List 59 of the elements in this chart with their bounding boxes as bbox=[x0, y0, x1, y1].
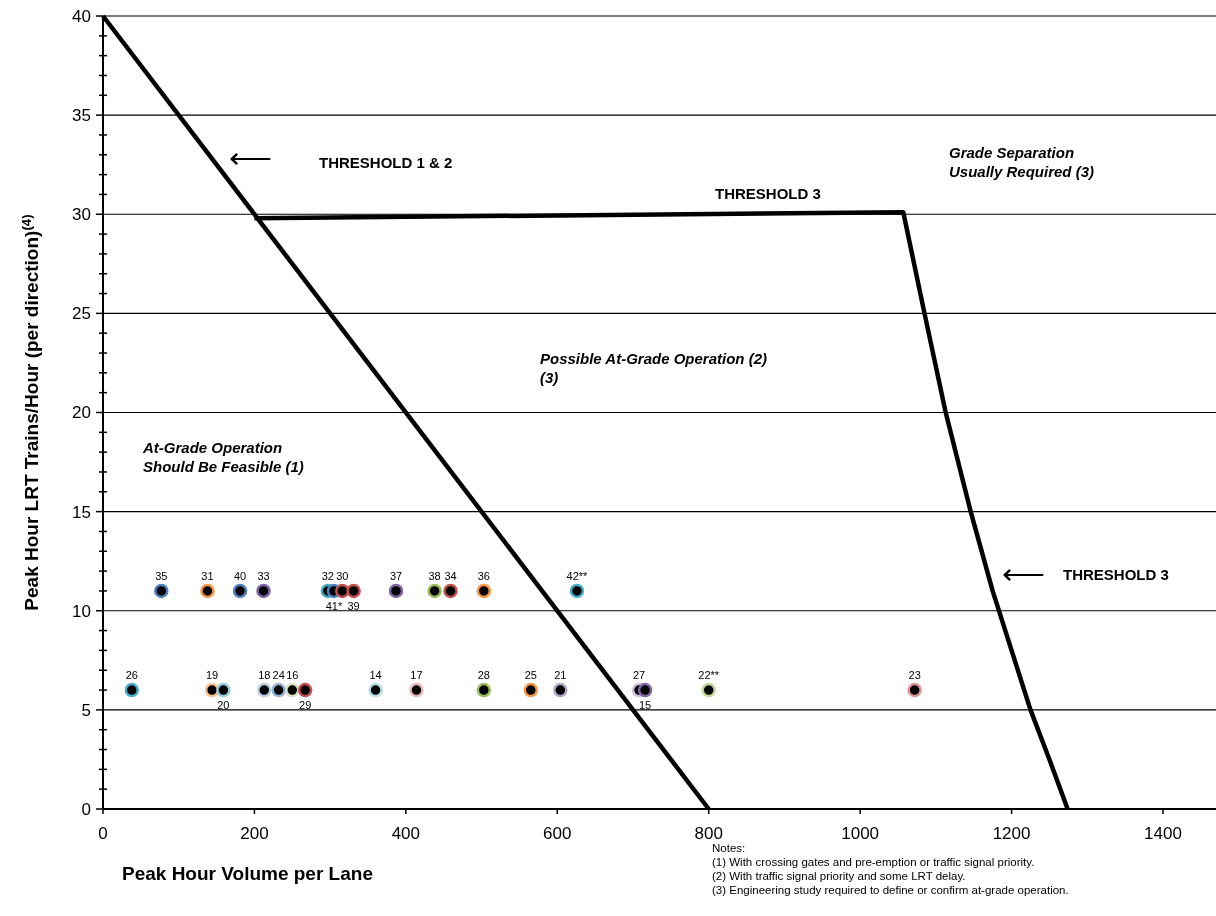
x-tick-label: 1400 bbox=[1144, 824, 1182, 843]
annotation: 29 bbox=[299, 699, 312, 712]
y-tick-label: 25 bbox=[72, 304, 91, 324]
x-tick-label: 1200 bbox=[992, 824, 1031, 843]
annotation: 18 bbox=[258, 669, 271, 682]
annotation: ⟵ bbox=[228, 140, 272, 174]
annotation: Possible At-Grade Operation (2) (3) bbox=[540, 350, 767, 386]
y-tick-label: 10 bbox=[72, 601, 91, 621]
annotation: THRESHOLD 3 bbox=[715, 185, 821, 203]
y-tick-label: 5 bbox=[81, 700, 91, 720]
annotation: 22** bbox=[698, 669, 720, 682]
annotation: 31 bbox=[201, 569, 214, 582]
text: (3) Engineering study required to define or confirm at-grade operation. bbox=[712, 884, 1069, 897]
annotation: 39 bbox=[347, 599, 360, 612]
annotation: 33 bbox=[257, 569, 270, 582]
annotation: 34 bbox=[444, 569, 457, 582]
text: (1) With crossing gates and pre-emption or traffic signal priority. bbox=[712, 856, 1035, 869]
x-tick-label: 1000 bbox=[841, 824, 880, 843]
y-tick-label: 30 bbox=[72, 205, 91, 225]
annotation: 40 bbox=[233, 569, 247, 582]
annotation: 16 bbox=[286, 669, 299, 682]
y-tick-label: 35 bbox=[72, 106, 91, 126]
annotation: 26 bbox=[125, 669, 138, 682]
annotation: 14 bbox=[369, 669, 382, 682]
annotation: At-Grade Operation Should Be Feasible (1) bbox=[142, 439, 304, 475]
annotation: 15 bbox=[638, 699, 652, 712]
x-tick-label: 0 bbox=[98, 824, 108, 843]
annotation: 20 bbox=[217, 699, 230, 712]
annotation: 36 bbox=[477, 569, 490, 582]
text: (2) With traffic signal priority and some LRT delay. bbox=[712, 870, 966, 883]
annotation: THRESHOLD 1 & 2 bbox=[319, 154, 453, 172]
x-tick-label: 400 bbox=[391, 824, 421, 843]
y-tick-label: 20 bbox=[72, 403, 91, 423]
y-tick-label: 0 bbox=[81, 799, 91, 819]
y-tick-label: 40 bbox=[72, 6, 91, 26]
annotation: 24 bbox=[272, 669, 285, 682]
annotation: 17 bbox=[410, 669, 423, 682]
annotation: 21 bbox=[554, 669, 567, 682]
annotation: 25 bbox=[524, 669, 537, 682]
x-axis-title: Peak Hour Volume per Lane bbox=[122, 863, 373, 884]
x-tick-label: 800 bbox=[694, 824, 723, 843]
annotation: 19 bbox=[205, 669, 219, 682]
annotation: 32 bbox=[321, 569, 334, 582]
annotation: 38 bbox=[428, 569, 441, 582]
annotation: 35 bbox=[155, 569, 168, 582]
annotation: 30 bbox=[336, 569, 349, 582]
annotation: 37 bbox=[389, 569, 403, 582]
annotation: THRESHOLD 3 bbox=[1063, 566, 1169, 584]
text: Notes: bbox=[712, 842, 746, 855]
annotation: 41* bbox=[325, 599, 343, 612]
annotation: 42** bbox=[566, 569, 589, 582]
annotation: 23 bbox=[908, 669, 921, 682]
x-tick-label: 600 bbox=[543, 824, 572, 843]
annotation: ⟵ bbox=[1001, 556, 1045, 590]
annotation: 27 bbox=[632, 669, 646, 682]
annotation: Grade Separation Usually Required (3) bbox=[949, 144, 1095, 180]
y-tick-label: 15 bbox=[72, 502, 91, 522]
annotation: 28 bbox=[477, 669, 490, 682]
x-tick-label: 200 bbox=[240, 824, 269, 843]
